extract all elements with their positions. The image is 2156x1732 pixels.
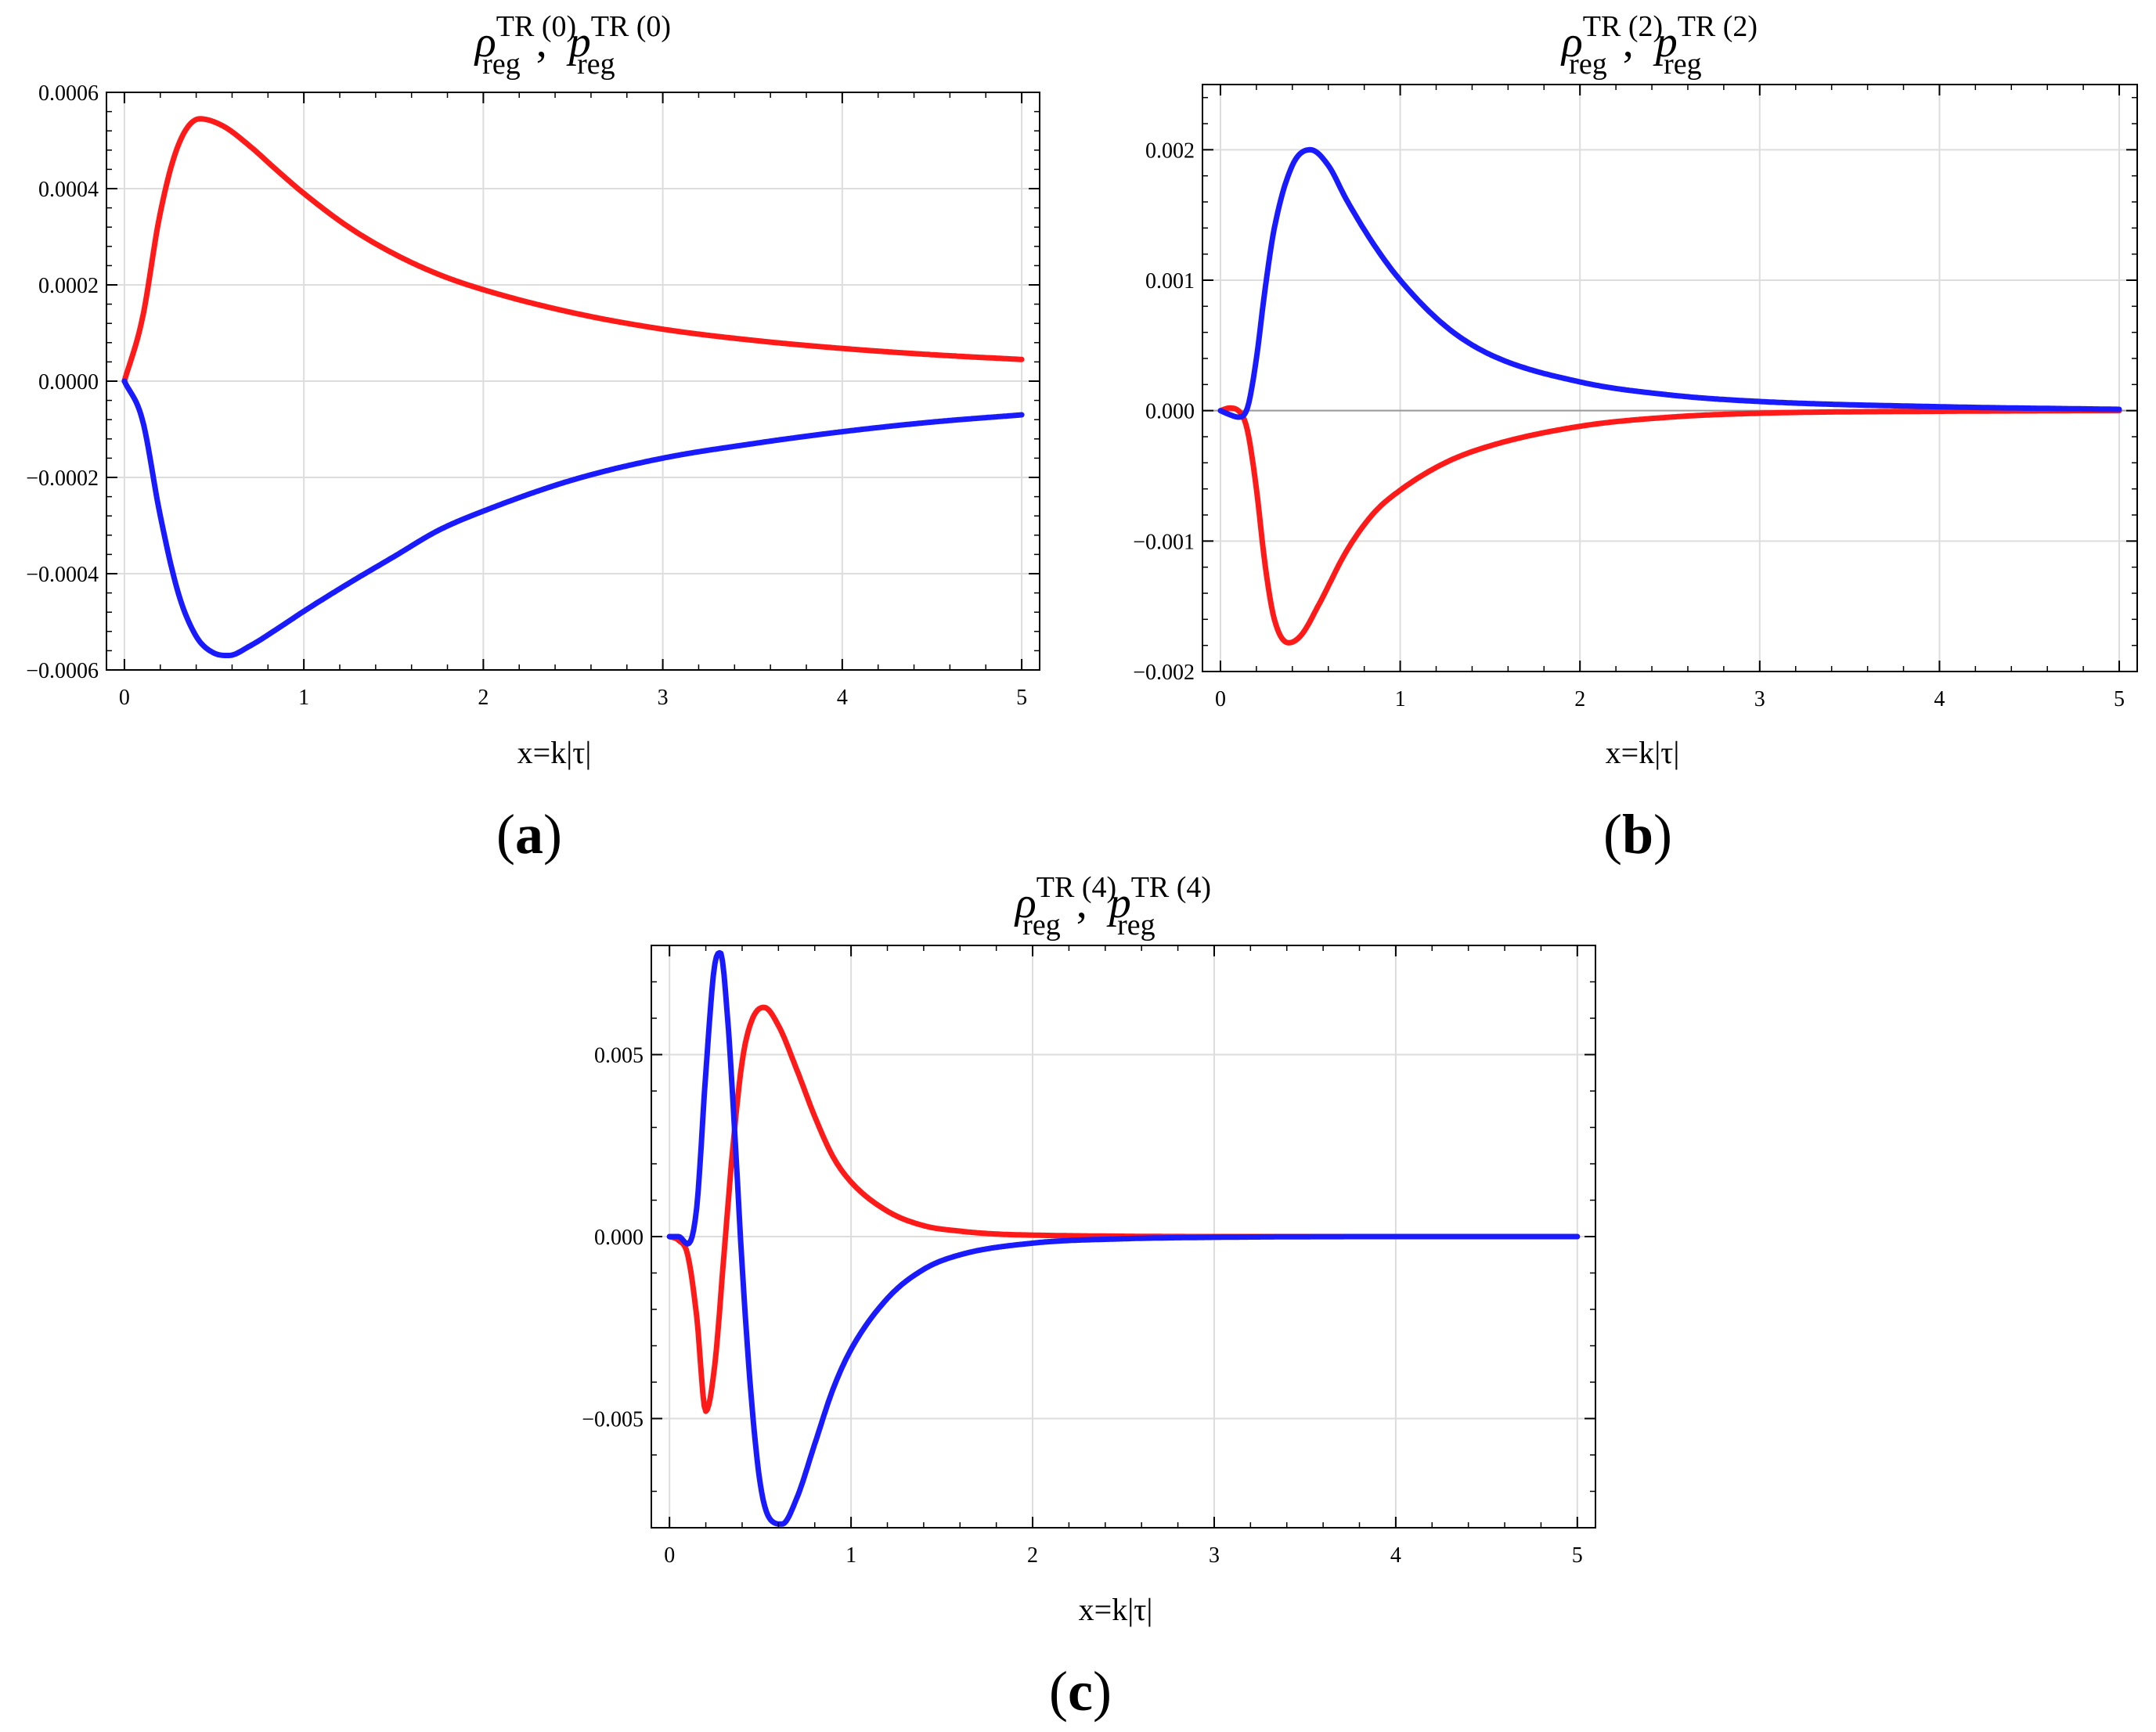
panel-c-x-tick-label: 4 (1390, 1543, 1401, 1568)
panel-c-title: ρTR (4) reg, pTR (4) reg (1014, 871, 1211, 942)
panel-a-series (121, 116, 1025, 658)
panel-b-x-tick-label: 5 (2114, 687, 2125, 711)
panel-a: 0 1 2 3 4 5 −0.0006 −0.0004 −0.0002 0.0000 0.0002… (26, 10, 1040, 866)
panel-b-y-tick-label: 0.001 (1145, 269, 1195, 293)
panel-c-y-tick-label: 0.005 (594, 1044, 644, 1068)
panel-c: 0 1 2 3 4 5 −0.005 0.000 0.005 ρTR (4) reg, pTR (… (582, 871, 1596, 1723)
panel-a-x-tick-label: 4 (837, 686, 848, 710)
panel-a-y-tick-label: −0.0002 (26, 466, 99, 491)
panel-a-y-tick-label: −0.0006 (26, 659, 99, 683)
panel-a-grid (106, 92, 1040, 671)
panel-b-y-tick-label: 0.002 (1145, 139, 1195, 163)
panel-b-x-tick-label: 2 (1574, 687, 1585, 711)
panel-c-x-tick-label: 0 (664, 1543, 675, 1568)
panel-a-x-tick-labels: 0 1 2 3 4 5 (119, 686, 1027, 710)
panel-b-series-rho-line (1217, 405, 2122, 646)
panel-a-label: (a) (496, 803, 562, 866)
panel-b-grid (1202, 85, 2137, 672)
panel-b-series-p-line (1217, 146, 2122, 420)
panel-a-series-rho-line (121, 116, 1025, 384)
panel-a-y-tick-labels: −0.0006 −0.0004 −0.0002 0.0000 0.0002 0.0004 0… (26, 81, 99, 683)
panel-a-x-tick-label: 1 (298, 686, 309, 710)
panel-c-x-tick-labels: 0 1 2 3 4 5 (664, 1543, 1583, 1568)
panel-a-x-tick-label: 5 (1016, 686, 1027, 710)
panel-c-series-p-line (666, 949, 1581, 1527)
panel-a-y-tick-label: 0.0002 (38, 274, 99, 298)
panel-c-x-tick-label: 1 (845, 1543, 856, 1568)
panel-b-x-tick-label: 3 (1754, 687, 1765, 711)
panel-b-y-tick-labels: −0.002 −0.001 0.000 0.001 0.002 (1133, 139, 1195, 685)
panel-b-y-tick-label: −0.002 (1133, 661, 1195, 685)
panel-b-series (1217, 146, 2122, 646)
panel-b-ticks (1202, 85, 2137, 672)
panel-c-x-axis-label: x=k|τ| (1079, 1592, 1153, 1627)
panel-a-series-p-line (121, 378, 1025, 658)
panel-b-title: ρTR (2) reg, pTR (2) reg (1560, 10, 1758, 81)
panel-b-x-tick-labels: 0 1 2 3 4 5 (1215, 687, 2125, 711)
panel-a-x-axis-label: x=k|τ| (517, 735, 592, 770)
panel-c-x-tick-label: 3 (1209, 1543, 1220, 1568)
panel-c-y-tick-labels: −0.005 0.000 0.005 (582, 1044, 644, 1432)
panel-c-x-tick-label: 2 (1027, 1543, 1038, 1568)
panel-a-x-tick-label: 2 (478, 686, 489, 710)
panel-a-title: ρTR (0) reg, pTR (0) reg (474, 10, 671, 81)
panel-b: 0 1 2 3 4 5 −0.002 −0.001 0.000 0.001 0.002 ρTR (… (1133, 10, 2138, 866)
panel-a-ticks (106, 92, 1040, 671)
panel-c-x-tick-label: 5 (1572, 1543, 1583, 1568)
panel-c-y-tick-label: −0.005 (582, 1408, 644, 1432)
panel-a-y-tick-label: 0.0006 (38, 81, 99, 106)
panel-c-series (666, 949, 1581, 1527)
panel-a-x-tick-label: 0 (119, 686, 130, 710)
panel-b-x-tick-label: 0 (1215, 687, 1226, 711)
panel-b-y-tick-label: −0.001 (1133, 530, 1195, 554)
panel-a-x-tick-label: 3 (658, 686, 669, 710)
panel-b-label: (b) (1603, 803, 1672, 866)
panel-a-y-tick-label: 0.0004 (38, 178, 99, 202)
panel-b-frame (1202, 84, 2138, 672)
panel-c-ticks (651, 945, 1595, 1529)
panel-b-x-axis-label: x=k|τ| (1606, 735, 1680, 770)
panel-a-y-tick-label: −0.0004 (26, 563, 99, 587)
panel-c-series-rho-line (666, 1004, 1581, 1414)
panel-b-x-tick-label: 4 (1934, 687, 1945, 711)
panel-c-y-tick-label: 0.000 (594, 1226, 644, 1250)
panel-a-y-tick-label: 0.0000 (38, 370, 99, 394)
panel-b-x-tick-label: 1 (1395, 687, 1406, 711)
panel-c-label: (c) (1049, 1660, 1112, 1723)
panel-b-y-tick-label: 0.000 (1145, 400, 1195, 424)
